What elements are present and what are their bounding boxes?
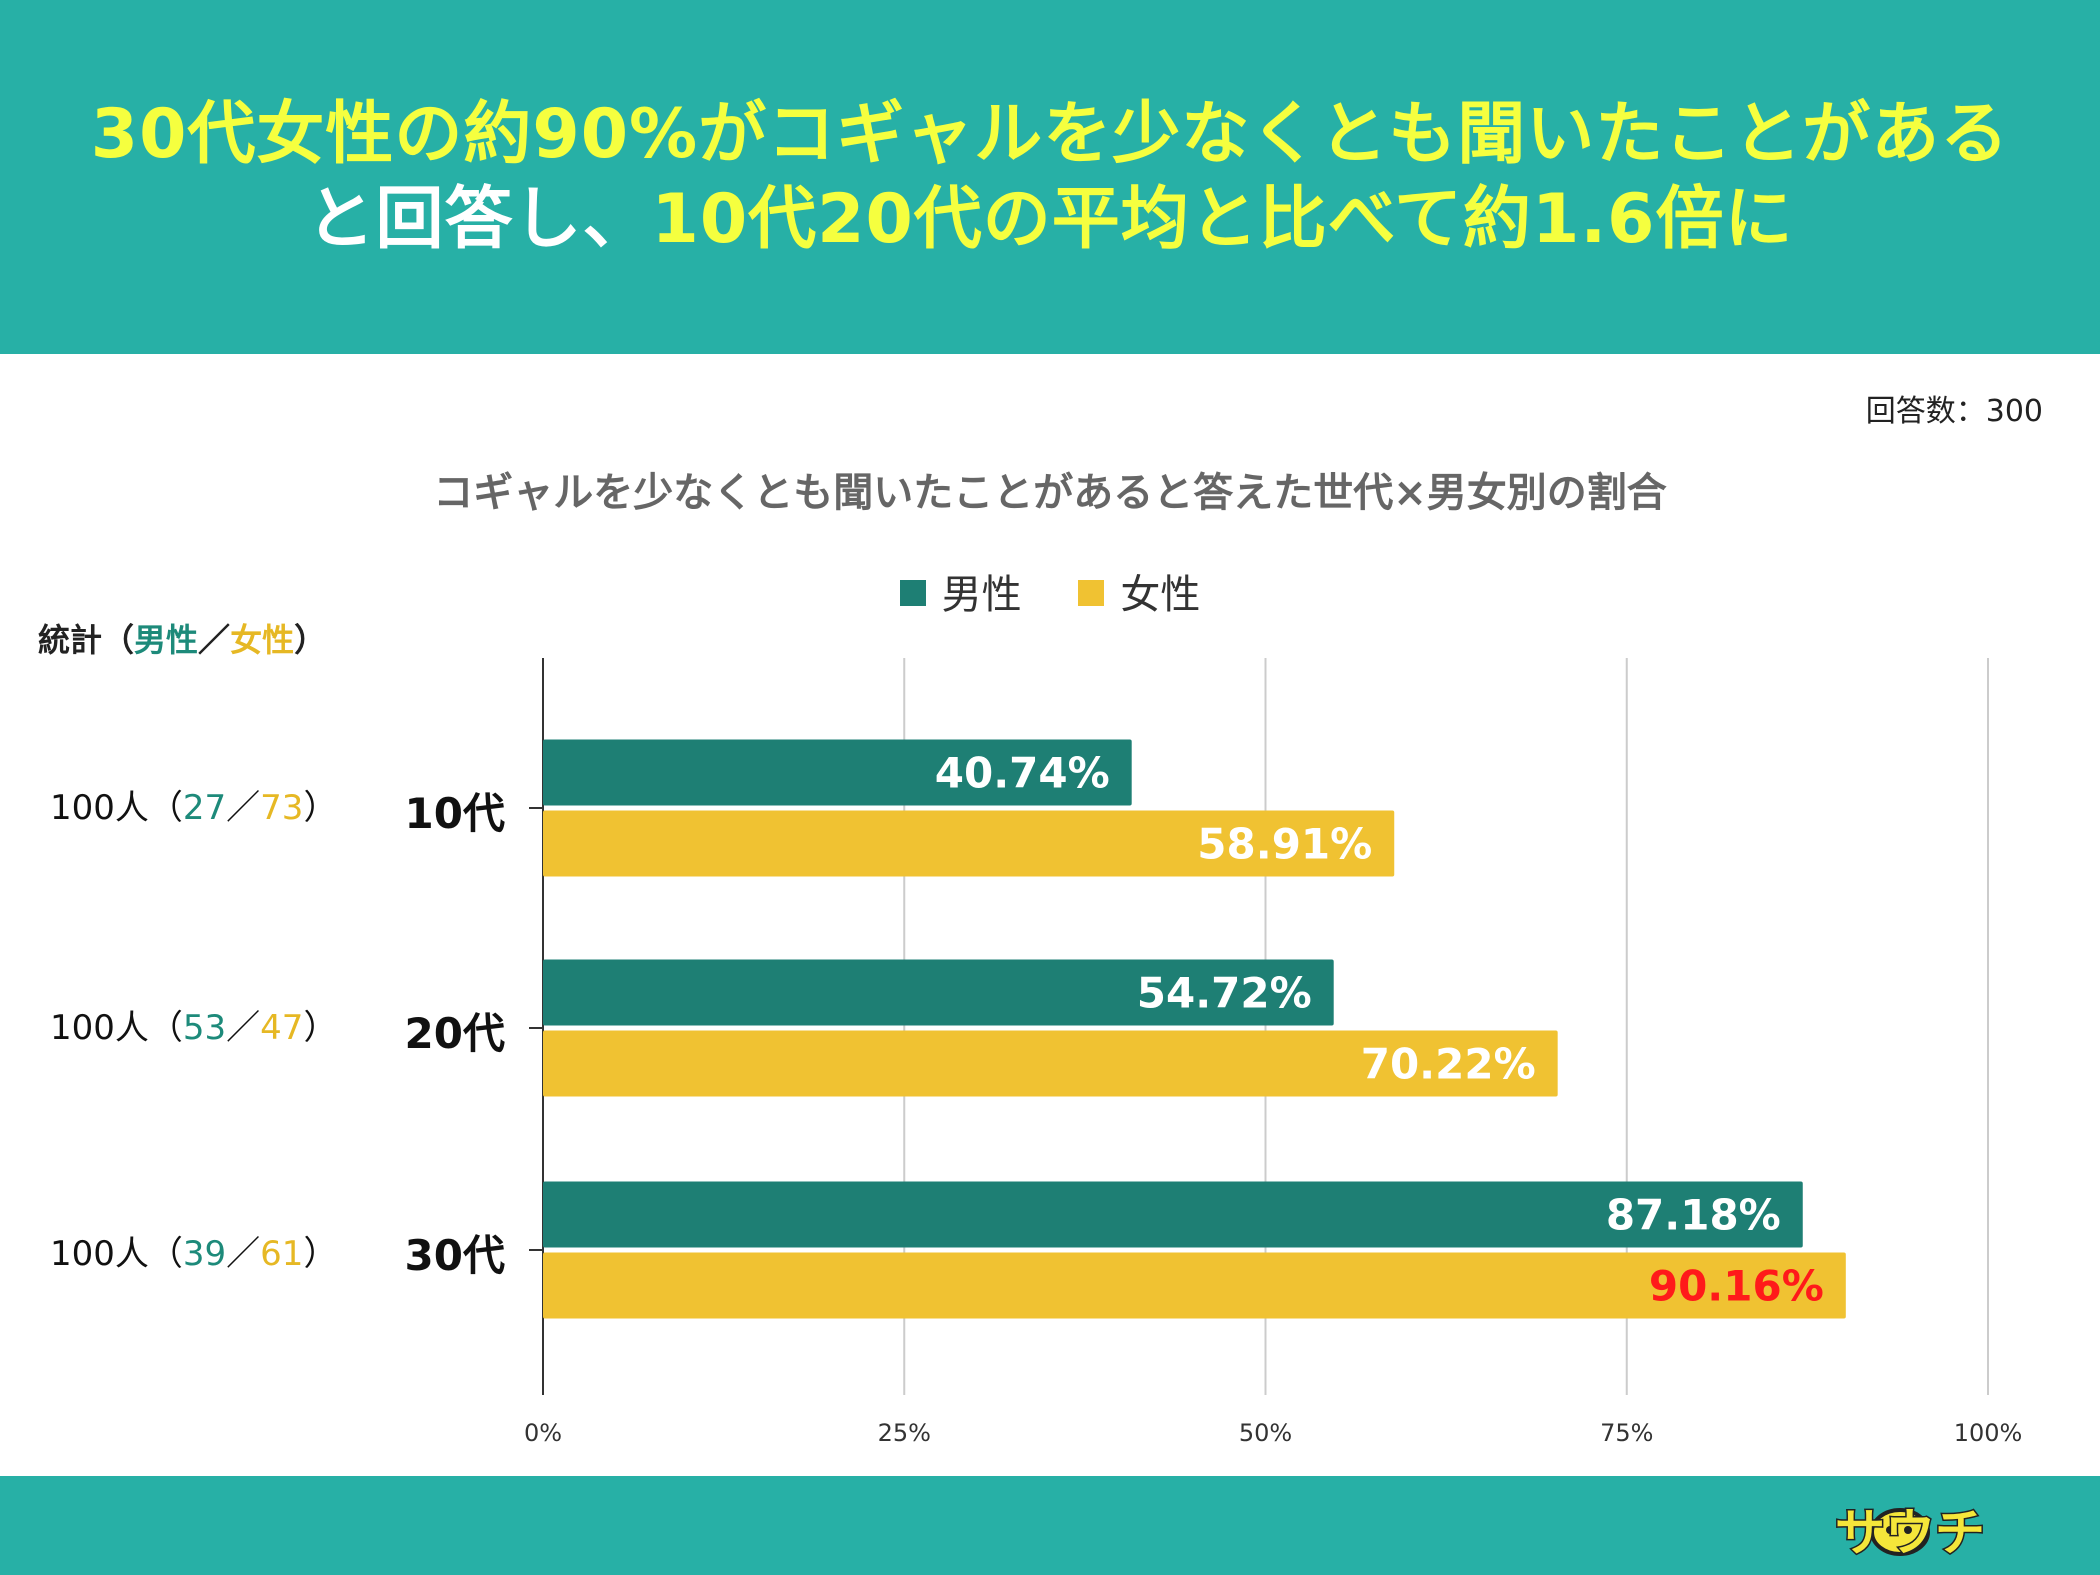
logo-text: サウチ — [1835, 1504, 1985, 1562]
stats-open: （ — [148, 1008, 183, 1048]
stats-female-count: 73 — [260, 788, 304, 828]
legend-label-female: 女性 — [1120, 572, 1201, 618]
x-tick-label: 25% — [878, 1419, 931, 1447]
bar-chart: 0% 25% 50% 75% 100% 10代 40.74% 58.91% 20代 54.72% 7… — [405, 658, 2023, 1447]
stats-row-30s: 100人（39／61） — [50, 1226, 337, 1275]
category-label: 20代 — [405, 1009, 505, 1058]
chart-legend: 男性 女性 — [0, 562, 2100, 620]
headline-line-2-accent: 10代20代の平均と比べて約1.6倍に — [651, 180, 1794, 259]
stats-male-count: 39 — [182, 1234, 227, 1274]
legend-swatch-male — [899, 580, 926, 606]
headline-line-2: と回答し、10代20代の平均と比べて約1.6倍に — [0, 180, 2100, 260]
x-tick-label: 75% — [1600, 1419, 1653, 1447]
stats-sep: ／ — [226, 1008, 261, 1048]
data-label: 40.74% — [935, 749, 1110, 798]
logo-mascot-icon — [1870, 1508, 1930, 1556]
stats-sep: ／ — [226, 1234, 261, 1274]
stats-total: 100人 — [50, 1008, 149, 1048]
stats-close: ） — [303, 1008, 338, 1048]
data-label: 87.18% — [1606, 1191, 1781, 1240]
data-label: 90.16% — [1649, 1262, 1824, 1311]
footer-bar — [0, 1476, 2100, 1575]
category-label: 30代 — [405, 1231, 505, 1280]
stats-male-label: 男性 — [134, 621, 199, 659]
stats-total: 100人 — [50, 788, 149, 828]
bar-male — [543, 739, 1132, 806]
bar-female — [543, 810, 1395, 877]
logo-eye-icon — [1886, 1526, 1894, 1534]
logo-eye-icon — [1904, 1526, 1912, 1534]
stats-open-paren: （ — [102, 621, 135, 659]
stats-open: （ — [148, 788, 183, 828]
stats-close-paren: ） — [294, 621, 327, 659]
x-tick-label: 100% — [1954, 1419, 2023, 1447]
data-label: 70.22% — [1361, 1040, 1536, 1089]
stats-open: （ — [148, 1234, 183, 1274]
header-banner: 30代女性の約90%がコギャルを少なくとも聞いたことがある と回答し、10代20… — [0, 0, 2100, 354]
brand-logo: サウチ — [1834, 1503, 1987, 1564]
stats-heading: 統計（男性／女性） — [38, 615, 326, 661]
stats-male-count: 27 — [182, 788, 227, 828]
bar-male — [543, 959, 1334, 1026]
stats-close: ） — [303, 788, 338, 828]
legend-item-female: 女性 — [1078, 562, 1200, 620]
stats-separator: ／ — [198, 621, 231, 659]
x-tick-label: 50% — [1239, 1419, 1292, 1447]
stats-female-count: 61 — [260, 1234, 304, 1274]
data-label: 54.72% — [1137, 969, 1312, 1018]
legend-item-male: 男性 — [899, 562, 1022, 620]
bar-female — [543, 1252, 1846, 1319]
respondent-count: 回答数：300 — [1865, 394, 2043, 429]
stats-sep: ／ — [226, 788, 261, 828]
stats-row-10s: 100人（27／73） — [50, 780, 337, 829]
stats-label: 統計 — [38, 621, 103, 659]
category-label: 10代 — [405, 789, 505, 838]
stats-total: 100人 — [50, 1234, 149, 1274]
bar-male — [543, 1181, 1803, 1248]
data-label: 58.91% — [1197, 820, 1372, 869]
legend-swatch-female — [1078, 580, 1105, 606]
stats-close: ） — [303, 1234, 338, 1274]
legend-label-male: 男性 — [941, 572, 1022, 618]
headline-line-2-prefix: と回答し、 — [306, 180, 652, 259]
headline-line-1: 30代女性の約90%がコギャルを少なくとも聞いたことがある — [90, 95, 2010, 174]
bar-female — [543, 1030, 1558, 1097]
stats-row-20s: 100人（53／47） — [50, 1000, 337, 1049]
stats-female-count: 47 — [260, 1008, 304, 1048]
x-tick-label: 0% — [524, 1419, 562, 1447]
chart-title: コギャルを少なくとも聞いたことがあると答えた世代×男女別の割合 — [433, 470, 1667, 516]
stats-male-count: 53 — [182, 1008, 227, 1048]
stats-female-label: 女性 — [230, 621, 295, 659]
